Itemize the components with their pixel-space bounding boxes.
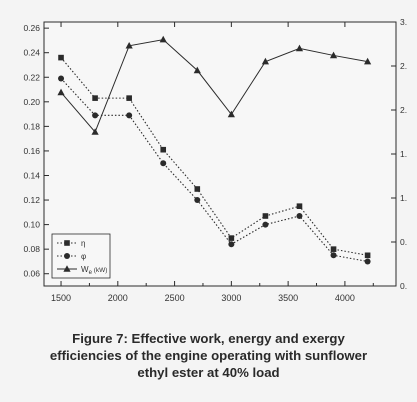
y-left-tick-label: 0.16 bbox=[23, 146, 40, 156]
y-left-tick-label: 0.18 bbox=[23, 121, 40, 131]
caption-line-2: efficiencies of the engine operating wit… bbox=[49, 348, 368, 363]
data-point bbox=[227, 110, 235, 118]
series-3 bbox=[57, 35, 372, 135]
data-point bbox=[228, 241, 235, 248]
data-point bbox=[58, 54, 64, 61]
data-point bbox=[160, 146, 167, 153]
legend-label: We (kW) bbox=[81, 265, 107, 276]
legend-marker bbox=[64, 240, 70, 246]
data-point bbox=[160, 160, 167, 167]
x-tick-label: 3000 bbox=[221, 293, 241, 303]
y-left-tick-label: 0.14 bbox=[23, 170, 40, 180]
legend-marker bbox=[64, 253, 70, 259]
y-left-tick-label: 0.08 bbox=[23, 244, 40, 254]
series-line bbox=[60, 57, 368, 256]
y-left-tick-label: 0.10 bbox=[23, 220, 40, 230]
y-right-tick-label: 3. bbox=[400, 17, 407, 27]
data-point bbox=[126, 95, 132, 101]
data-point bbox=[262, 213, 269, 219]
x-tick-label: 2000 bbox=[108, 293, 128, 303]
data-point bbox=[296, 203, 303, 209]
x-tick-label: 2500 bbox=[165, 293, 185, 303]
data-point bbox=[295, 44, 304, 52]
data-point bbox=[364, 57, 372, 65]
series-2 bbox=[58, 75, 371, 265]
y-left-tick-label: 0.24 bbox=[23, 48, 40, 58]
data-point bbox=[261, 57, 270, 65]
y-right-tick-label: 0. bbox=[400, 237, 407, 247]
series-1 bbox=[58, 54, 371, 259]
data-point bbox=[194, 186, 201, 192]
chart: 1500 2000 2500 3000 3500 4000 0.06 0.08 0.10 0.12… bbox=[23, 17, 407, 303]
legend-label: φ bbox=[81, 252, 86, 261]
data-point bbox=[159, 35, 167, 43]
caption-line-1: Figure 7: Effective work, energy and exe… bbox=[72, 331, 345, 346]
caption-line-3: ethyl ester at 40% load bbox=[137, 365, 280, 380]
data-point bbox=[296, 213, 303, 220]
series-line bbox=[60, 78, 368, 262]
x-tick-label: 3500 bbox=[278, 293, 298, 303]
data-point bbox=[92, 112, 99, 119]
y-left-tick-label: 0.06 bbox=[23, 269, 40, 279]
data-point bbox=[58, 75, 65, 82]
data-point bbox=[92, 95, 98, 101]
legend-marker bbox=[63, 265, 71, 272]
x-tick-label: 1500 bbox=[51, 293, 71, 303]
y-left-tick-label: 0.26 bbox=[23, 23, 40, 33]
legend-label: η bbox=[81, 239, 85, 248]
y-left-tick-label: 0.12 bbox=[23, 195, 40, 205]
data-point bbox=[330, 252, 337, 259]
data-point bbox=[330, 246, 337, 252]
data-point bbox=[126, 112, 133, 119]
data-point bbox=[193, 66, 201, 74]
legend: ηφ We (kW) bbox=[51, 233, 111, 279]
data-point bbox=[228, 235, 235, 241]
figure-caption: Figure 7: Effective work, energy and exe… bbox=[0, 330, 417, 381]
y-right-tick-label: 0. bbox=[400, 281, 407, 291]
data-point bbox=[194, 197, 201, 204]
data-point bbox=[125, 41, 133, 49]
x-tick-label: 4000 bbox=[335, 293, 355, 303]
y-right-tick-label: 1. bbox=[400, 149, 407, 159]
data-point bbox=[57, 88, 65, 96]
data-point bbox=[262, 221, 269, 228]
data-point bbox=[91, 128, 99, 135]
series-line bbox=[60, 39, 368, 133]
y-right-tick-label: 1. bbox=[400, 193, 407, 203]
y-left-tick-label: 0.22 bbox=[23, 72, 40, 82]
data-point bbox=[329, 51, 338, 59]
y-right-tick-label: 2. bbox=[400, 105, 407, 115]
y-right-tick-label: 2. bbox=[400, 61, 407, 71]
data-point bbox=[364, 258, 371, 265]
y-left-tick-label: 0.20 bbox=[23, 97, 40, 107]
data-point bbox=[364, 252, 371, 259]
